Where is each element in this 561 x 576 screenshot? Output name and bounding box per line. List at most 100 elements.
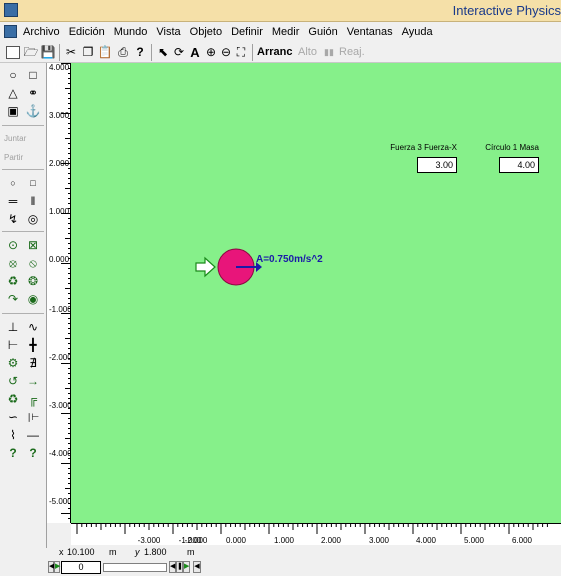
force-arrow-icon[interactable] [195,256,216,278]
open-folder-icon[interactable]: 🗁 [23,45,39,59]
menu-medir[interactable]: Medir [271,25,300,38]
menu-guion[interactable]: Guión [308,25,338,38]
force-tool-icon[interactable]: → [27,374,39,388]
polygon-tool-icon[interactable]: △ [8,86,18,100]
curved-joint-icon[interactable]: ↷ [7,292,19,306]
menu-ayuda[interactable]: Ayuda [401,25,433,38]
save-icon[interactable]: 💾 [40,45,56,59]
x-coord-label: x [59,547,64,557]
coordinate-bar: x 10.100 m y 1.800 m [47,545,561,560]
cut-icon[interactable]: ✂ [65,45,77,59]
vruler-label: 4.000 [49,63,70,72]
app-icon[interactable] [4,3,18,17]
menu-mundo[interactable]: Mundo [113,25,148,38]
slot-joint-icon[interactable]: ♻ [7,274,19,288]
pause-play-icon[interactable]: ❚ [176,561,183,573]
hruler-label: 4.000 [415,536,437,545]
square-point-tool-icon[interactable]: □ [30,178,36,188]
spring-tool-icon[interactable]: ∿ [27,320,39,334]
curve-segment-icon[interactable]: ⌇ [10,428,16,442]
menu-ventanas[interactable]: Ventanas [346,25,393,38]
palette-separator [2,313,44,314]
keyed-slot-icon[interactable]: ❂ [27,274,39,288]
actuator-tool-icon[interactable]: ♻ [7,392,19,406]
damper-tool-icon[interactable]: ⊢ [7,338,19,352]
vruler-label: 2.000 [49,159,70,168]
rotate-icon[interactable]: ⟳ [173,45,185,59]
menu-definir[interactable]: Definir [231,25,263,38]
step-forward-icon[interactable]: ▶ [183,561,190,573]
horizontal-ruler: -3.000 -2.000 -1.000 0.000 1.000 2.000 3… [71,523,561,545]
window-title: Interactive Physics [452,3,561,18]
pulley-tool-icon[interactable]: ∄ [29,356,37,370]
slot-tool-icon[interactable]: ═ [8,194,18,208]
target-tool-icon[interactable]: ◎ [27,212,39,226]
x-coord-unit: m [109,547,117,557]
zoom-out-icon[interactable]: ⊖ [220,45,232,59]
rope-tool-icon[interactable]: ⊥ [7,320,19,334]
print-icon[interactable]: ⎙ [118,45,128,59]
run-button[interactable]: Arranc [257,46,293,58]
new-file-icon[interactable] [6,46,20,59]
box-tool-icon[interactable]: ▣ [7,104,19,118]
tool-palette: ○ □ △ ⚭ ▣ ⚓ Juntar Partir ○ □ ═ ‖ ↯ ◎ ⊙ … [0,63,47,548]
linear-actuator-icon[interactable]: ╔ [28,392,38,406]
step-back-icon[interactable]: ◀ [169,561,176,573]
simulation-canvas[interactable]: Fuerza 3 Fuerza-X 3.00 Círculo 1 Masa 4.… [71,63,561,523]
rectangle-tool-icon[interactable]: □ [29,68,37,82]
hruler-label: -1.000 [178,536,202,545]
vruler-label: -2.000 [49,353,72,362]
circle-tool-icon[interactable]: ○ [9,68,17,82]
mass-meter-value: 4.00 [499,157,539,173]
slider-control-icon[interactable]: ? [29,446,37,460]
motor-pin-icon[interactable]: ⦻ [9,256,17,270]
text-tool-icon[interactable]: A [190,45,200,60]
vruler-label: 0.000 [49,255,70,264]
curved-keyed-icon[interactable]: ◉ [27,292,39,306]
spring-damper-icon[interactable]: ╋ [29,338,37,352]
frame-counter[interactable]: 0 [61,561,101,574]
join-button[interactable]: Juntar [4,134,27,143]
rewind-icon[interactable]: ◀ [48,561,54,573]
mass-meter[interactable]: Círculo 1 Masa 4.00 [459,143,539,173]
title-bar: Interactive Physics [0,0,561,22]
document-icon[interactable] [4,25,17,38]
frame-slider[interactable] [103,563,167,572]
point-tool-icon[interactable]: ○ [10,178,16,188]
vertical-slot-tool-icon[interactable]: ‖ [30,194,36,208]
toolbar-separator [252,44,253,61]
pin-joint-icon[interactable]: ⊙ [7,238,19,252]
separator-tool-icon[interactable]: ∣⊢ [26,412,40,422]
menu-vista[interactable]: Vista [156,25,181,38]
split-button[interactable]: Partir [4,153,24,162]
select-arrow-icon[interactable]: ⬉ [157,45,169,59]
hruler-label: 2.000 [320,536,342,545]
rigid-joint-icon[interactable]: ⊠ [27,238,39,252]
curve-tool-icon[interactable]: ⚭ [27,86,39,100]
help-icon[interactable]: ? [136,45,144,59]
gear-tool-icon[interactable]: ⚙ [7,356,19,370]
reset-button[interactable]: Reaj. [339,46,365,58]
copy-icon[interactable]: ❐ [82,45,94,59]
menu-objeto[interactable]: Objeto [189,25,223,38]
torque-tool-icon[interactable]: ↺ [7,374,19,388]
rope-curve-icon[interactable]: ∽ [7,410,19,424]
play-icon[interactable]: ▶ [54,561,60,573]
menu-edicion[interactable]: Edición [68,25,105,38]
zoom-in-icon[interactable]: ⊕ [205,45,217,59]
vruler-label: 1.000 [49,207,70,216]
line-tool-icon[interactable]: — [27,428,39,442]
acceleration-label: A=0.750m/s^2 [256,254,323,265]
paste-icon[interactable]: 📋 [97,45,113,59]
menu-archivo[interactable]: Archivo [23,25,60,38]
button-control-icon[interactable]: ? [9,446,17,460]
force-meter[interactable]: Fuerza 3 Fuerza-X 3.00 [371,143,457,173]
anchor-tool-icon[interactable]: ⚓ [25,104,41,118]
motor-rigid-icon[interactable]: ⦸ [29,256,37,270]
menu-bar: Archivo Edición Mundo Vista Objeto Defin… [0,22,561,41]
scroll-left-icon[interactable]: ◀ [193,561,201,573]
curved-slot-tool-icon[interactable]: ↯ [7,212,19,226]
vruler-label: -5.000 [49,497,72,506]
zoom-fit-icon[interactable]: ⛶ [236,45,246,59]
stop-button[interactable]: Alto [298,46,317,58]
